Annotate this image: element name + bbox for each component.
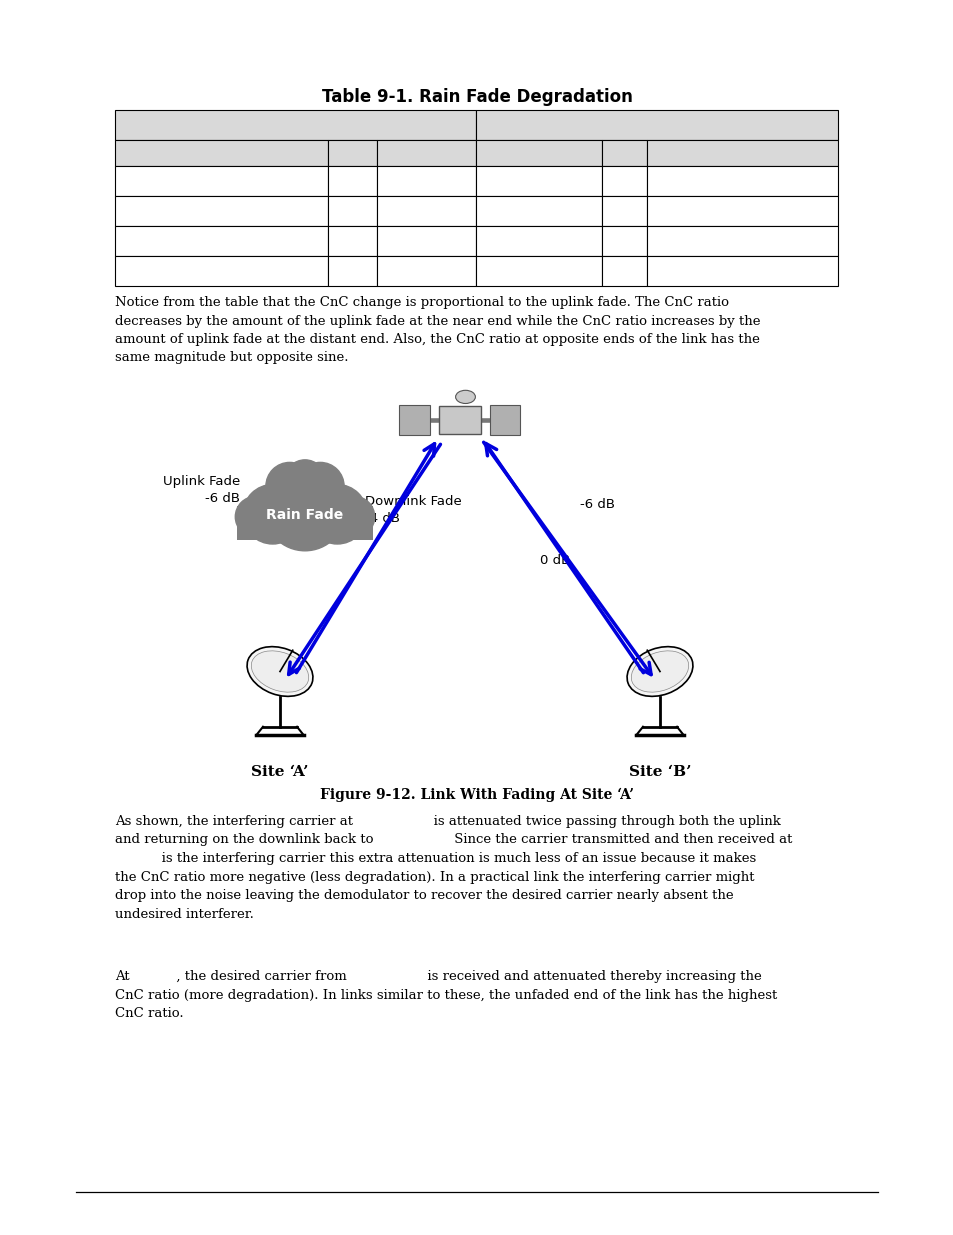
Bar — [328, 196, 376, 226]
Text: Table 9-1. Rain Fade Degradation: Table 9-1. Rain Fade Degradation — [321, 88, 632, 106]
Circle shape — [284, 459, 325, 500]
Bar — [646, 140, 837, 165]
Bar — [438, 406, 480, 435]
Circle shape — [266, 462, 314, 510]
Text: Uplink Fade
-6 dB: Uplink Fade -6 dB — [163, 475, 240, 505]
Text: Figure 9-12. Link With Fading At Site ‘A’: Figure 9-12. Link With Fading At Site ‘A… — [319, 788, 634, 803]
Bar — [115, 196, 328, 226]
Bar — [115, 110, 476, 140]
Bar — [646, 226, 837, 256]
Bar — [115, 165, 328, 196]
Text: At           , the desired carrier from                   is received and attenu: At , the desired carrier from is receive… — [115, 969, 777, 1020]
Bar — [328, 226, 376, 256]
Bar — [376, 196, 476, 226]
Text: -6 dB: -6 dB — [579, 499, 615, 511]
Bar — [236, 506, 373, 540]
Bar — [476, 196, 601, 226]
Text: Notice from the table that the CnC change is proportional to the uplink fade. Th: Notice from the table that the CnC chang… — [115, 296, 760, 364]
Text: Downlink Fade
-4 dB: Downlink Fade -4 dB — [365, 495, 461, 525]
Ellipse shape — [251, 651, 309, 692]
Bar — [601, 256, 646, 287]
Bar — [328, 140, 376, 165]
Circle shape — [264, 469, 345, 551]
Circle shape — [296, 462, 344, 510]
Circle shape — [243, 484, 302, 543]
Bar — [376, 165, 476, 196]
Bar — [489, 405, 520, 436]
Bar — [476, 256, 601, 287]
Bar — [601, 196, 646, 226]
Text: 0 dB: 0 dB — [539, 553, 570, 567]
Ellipse shape — [456, 390, 475, 404]
Ellipse shape — [626, 647, 692, 697]
Bar — [376, 140, 476, 165]
Bar — [115, 226, 328, 256]
Circle shape — [307, 484, 367, 543]
Ellipse shape — [247, 647, 313, 697]
Ellipse shape — [631, 651, 688, 692]
Text: Rain Fade: Rain Fade — [266, 508, 343, 522]
Bar — [476, 140, 601, 165]
Bar — [399, 405, 430, 436]
Bar — [115, 140, 328, 165]
Bar — [646, 165, 837, 196]
Bar — [476, 110, 837, 140]
Text: Site ‘B’: Site ‘B’ — [628, 764, 691, 779]
Text: Site ‘A’: Site ‘A’ — [251, 764, 309, 779]
Circle shape — [334, 496, 375, 537]
Bar — [601, 140, 646, 165]
Bar — [601, 165, 646, 196]
Bar — [646, 196, 837, 226]
Bar — [476, 226, 601, 256]
Bar — [376, 226, 476, 256]
Bar — [601, 226, 646, 256]
Bar — [115, 256, 328, 287]
Circle shape — [235, 496, 275, 537]
Text: As shown, the interfering carrier at                   is attenuated twice passi: As shown, the interfering carrier at is … — [115, 815, 792, 920]
Bar — [328, 256, 376, 287]
Bar — [328, 165, 376, 196]
Bar — [376, 256, 476, 287]
Bar — [646, 256, 837, 287]
Bar — [476, 165, 601, 196]
